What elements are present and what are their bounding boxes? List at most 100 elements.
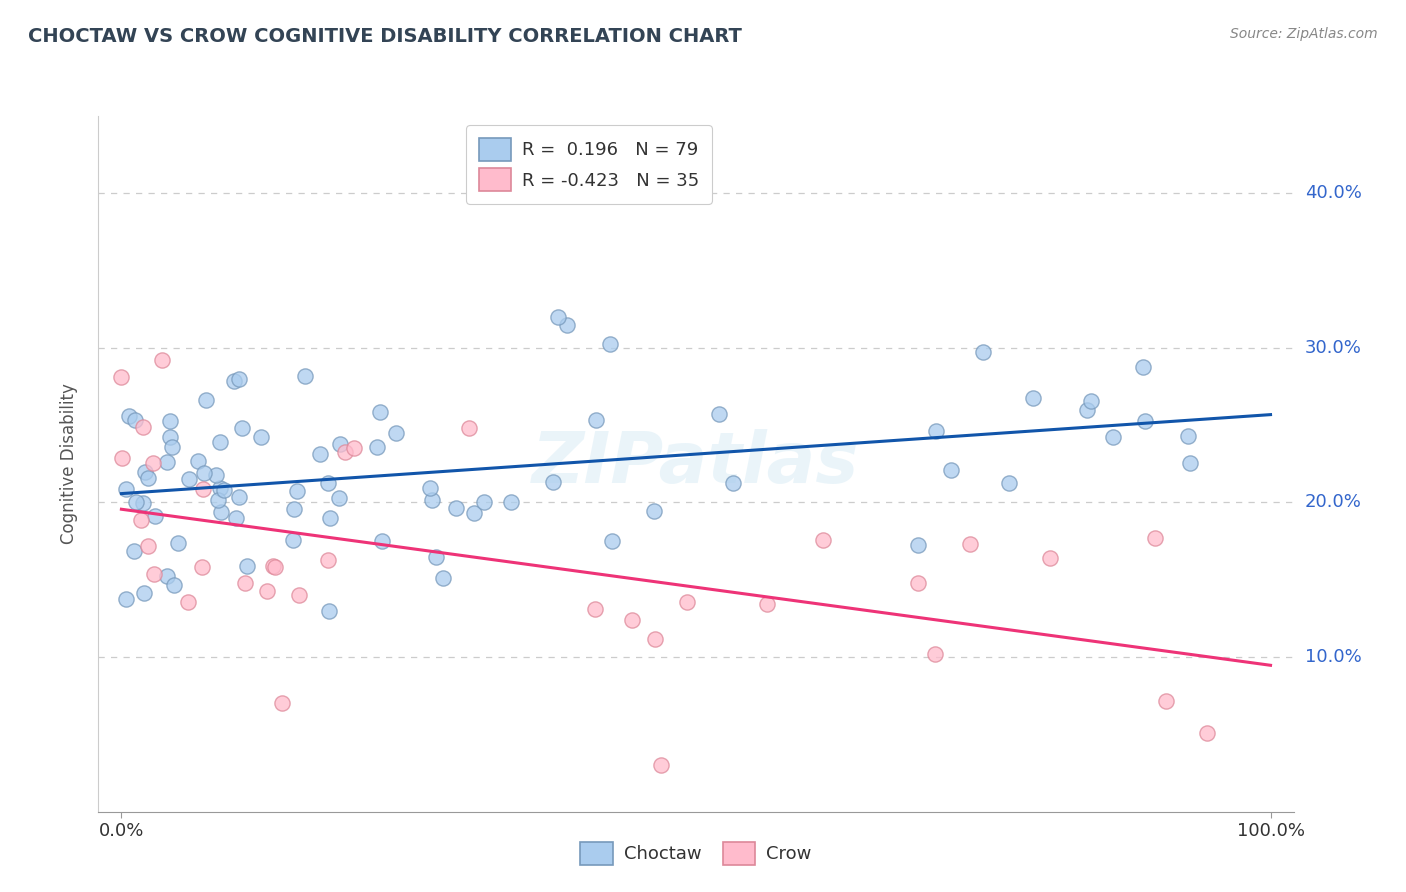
Point: [1143, 531, 1166, 545]
Point: [463, 506, 485, 520]
Point: [177, 472, 200, 486]
Point: [115, 482, 138, 496]
Point: [262, 559, 284, 574]
Point: [163, 578, 186, 592]
Point: [193, 467, 215, 481]
Point: [132, 585, 155, 599]
Point: [432, 571, 454, 585]
Point: [924, 424, 946, 438]
Point: [458, 421, 481, 435]
Point: [236, 558, 259, 573]
Point: [501, 495, 523, 509]
Point: [194, 393, 217, 408]
Point: [228, 371, 250, 385]
Point: [907, 538, 929, 552]
Point: [225, 511, 247, 525]
Point: [1132, 360, 1154, 375]
Point: [159, 414, 181, 428]
Point: [600, 533, 623, 548]
Point: [111, 451, 134, 466]
Text: Source: ZipAtlas.com: Source: ZipAtlas.com: [1230, 27, 1378, 41]
Point: [385, 426, 408, 441]
Point: [294, 369, 316, 384]
Point: [152, 353, 174, 368]
Point: [368, 405, 391, 419]
Point: [547, 310, 569, 324]
Point: [228, 491, 250, 505]
Point: [124, 413, 146, 427]
Point: [585, 413, 607, 427]
Y-axis label: Cognitive Disability: Cognitive Disability: [59, 384, 77, 544]
Point: [446, 501, 468, 516]
Point: [707, 407, 730, 421]
Point: [143, 567, 166, 582]
Point: [644, 632, 666, 646]
Point: [190, 559, 212, 574]
Point: [177, 595, 200, 609]
Point: [263, 560, 285, 574]
Point: [204, 467, 226, 482]
Point: [555, 318, 578, 332]
Point: [156, 569, 179, 583]
Point: [125, 495, 148, 509]
Point: [1178, 457, 1201, 471]
Point: [250, 430, 273, 444]
Point: [142, 456, 165, 470]
Point: [191, 482, 214, 496]
Point: [288, 588, 311, 602]
Point: [1080, 394, 1102, 409]
Point: [541, 475, 564, 490]
Point: [755, 597, 778, 611]
Point: [343, 442, 366, 456]
Point: [118, 409, 141, 424]
Point: [283, 501, 305, 516]
Text: 30.0%: 30.0%: [1305, 339, 1361, 357]
Point: [1177, 428, 1199, 442]
Point: [1039, 551, 1062, 566]
Point: [419, 482, 441, 496]
Point: [811, 533, 834, 548]
Point: [256, 583, 278, 598]
Point: [643, 504, 665, 518]
Point: [972, 345, 994, 359]
Point: [939, 462, 962, 476]
Point: [162, 440, 184, 454]
Point: [425, 550, 447, 565]
Point: [316, 475, 339, 490]
Point: [316, 553, 339, 567]
Text: 20.0%: 20.0%: [1305, 493, 1361, 511]
Point: [281, 533, 304, 547]
Point: [472, 495, 495, 509]
Point: [1102, 429, 1125, 443]
Point: [233, 575, 256, 590]
Point: [721, 475, 744, 490]
Point: [959, 537, 981, 551]
Point: [319, 511, 342, 525]
Text: CHOCTAW VS CROW COGNITIVE DISABILITY CORRELATION CHART: CHOCTAW VS CROW COGNITIVE DISABILITY COR…: [28, 27, 742, 45]
Point: [231, 421, 253, 435]
Point: [1022, 392, 1045, 406]
Point: [114, 592, 136, 607]
Text: 10.0%: 10.0%: [1305, 648, 1361, 666]
Point: [124, 544, 146, 558]
Point: [329, 437, 352, 451]
Point: [166, 536, 188, 550]
Text: ZIPatlas: ZIPatlas: [533, 429, 859, 499]
Point: [366, 440, 388, 454]
Point: [209, 481, 232, 495]
Point: [271, 697, 294, 711]
Point: [420, 493, 443, 508]
Point: [997, 476, 1019, 491]
Point: [224, 374, 246, 388]
Point: [207, 492, 229, 507]
Point: [650, 758, 672, 772]
Point: [138, 539, 160, 553]
Point: [335, 444, 357, 458]
Legend: Choctaw, Crow: Choctaw, Crow: [574, 835, 818, 872]
Point: [924, 647, 946, 661]
Point: [1154, 694, 1177, 708]
Point: [143, 508, 166, 523]
Point: [131, 513, 153, 527]
Point: [621, 613, 644, 627]
Point: [1076, 403, 1098, 417]
